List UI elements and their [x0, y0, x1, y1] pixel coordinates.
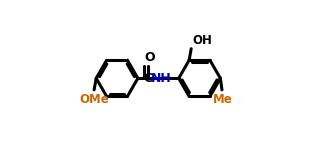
Text: OMe: OMe — [79, 93, 109, 106]
Text: C: C — [143, 72, 152, 85]
Text: OH: OH — [193, 34, 212, 47]
Text: Me: Me — [213, 93, 232, 106]
Text: NH: NH — [150, 72, 171, 85]
Text: O: O — [145, 51, 155, 64]
